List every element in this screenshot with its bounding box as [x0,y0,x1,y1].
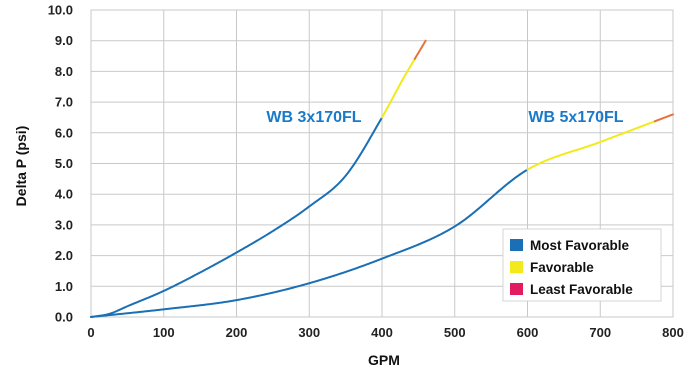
y-tick-label: 1.0 [55,279,73,294]
y-tick-label: 4.0 [55,187,73,202]
series-lines [90,39,674,318]
y-tick-label: 0.0 [55,310,73,325]
y-axis-tick-labels: 0.0 1.0 2.0 3.0 4.0 5.0 6.0 7.0 8.0 9.0 10.0 [48,3,73,325]
legend-swatch-least-favorable [510,283,523,295]
series-line-wb-3x170fl-most-favorable [90,116,383,318]
x-tick-label: 800 [662,325,684,340]
x-tick-label: 200 [226,325,248,340]
series-label-wb-3x170fl: WB 3x170FL [266,109,361,126]
x-tick-label: 300 [298,325,320,340]
legend-label-least-favorable: Least Favorable [530,282,633,297]
y-tick-label: 8.0 [55,64,73,79]
series-label-wb-5x170fl: WB 5x170FL [528,109,623,126]
series-line-wb-5x170fl-least-favorable [653,113,674,123]
y-tick-label: 2.0 [55,248,73,263]
y-tick-label: 10.0 [48,3,73,18]
x-tick-label: 400 [371,325,393,340]
series-line-wb-3x170fl-least-favorable [413,39,427,60]
x-tick-label: 0 [87,325,94,340]
plot-frame [90,9,674,318]
grid [90,9,674,318]
series-line-wb-5x170fl-favorable [526,120,656,171]
y-tick-label: 7.0 [55,95,73,110]
legend-label-most-favorable: Most Favorable [530,238,630,253]
series-line-wb-5x170fl-most-favorable [90,168,529,318]
legend-label-favorable: Favorable [530,260,594,275]
legend: Most Favorable Favorable Least Favorable [502,228,662,302]
y-tick-label: 6.0 [55,125,73,140]
legend-swatch-most-favorable [510,239,523,251]
legend-box [502,228,662,302]
x-tick-label: 100 [153,325,175,340]
legend-swatch-favorable [510,261,523,273]
y-tick-label: 5.0 [55,156,73,171]
x-axis-title: GPM [368,352,400,368]
x-tick-label: 700 [589,325,611,340]
y-tick-label: 9.0 [55,33,73,48]
x-tick-label: 600 [517,325,539,340]
y-tick-label: 3.0 [55,217,73,232]
y-axis-title: Delta P (psi) [13,126,29,207]
x-tick-label: 500 [444,325,466,340]
series-line-wb-3x170fl-favorable [381,57,416,119]
x-axis-tick-labels: 0 100 200 300 400 500 600 700 800 [87,325,683,340]
